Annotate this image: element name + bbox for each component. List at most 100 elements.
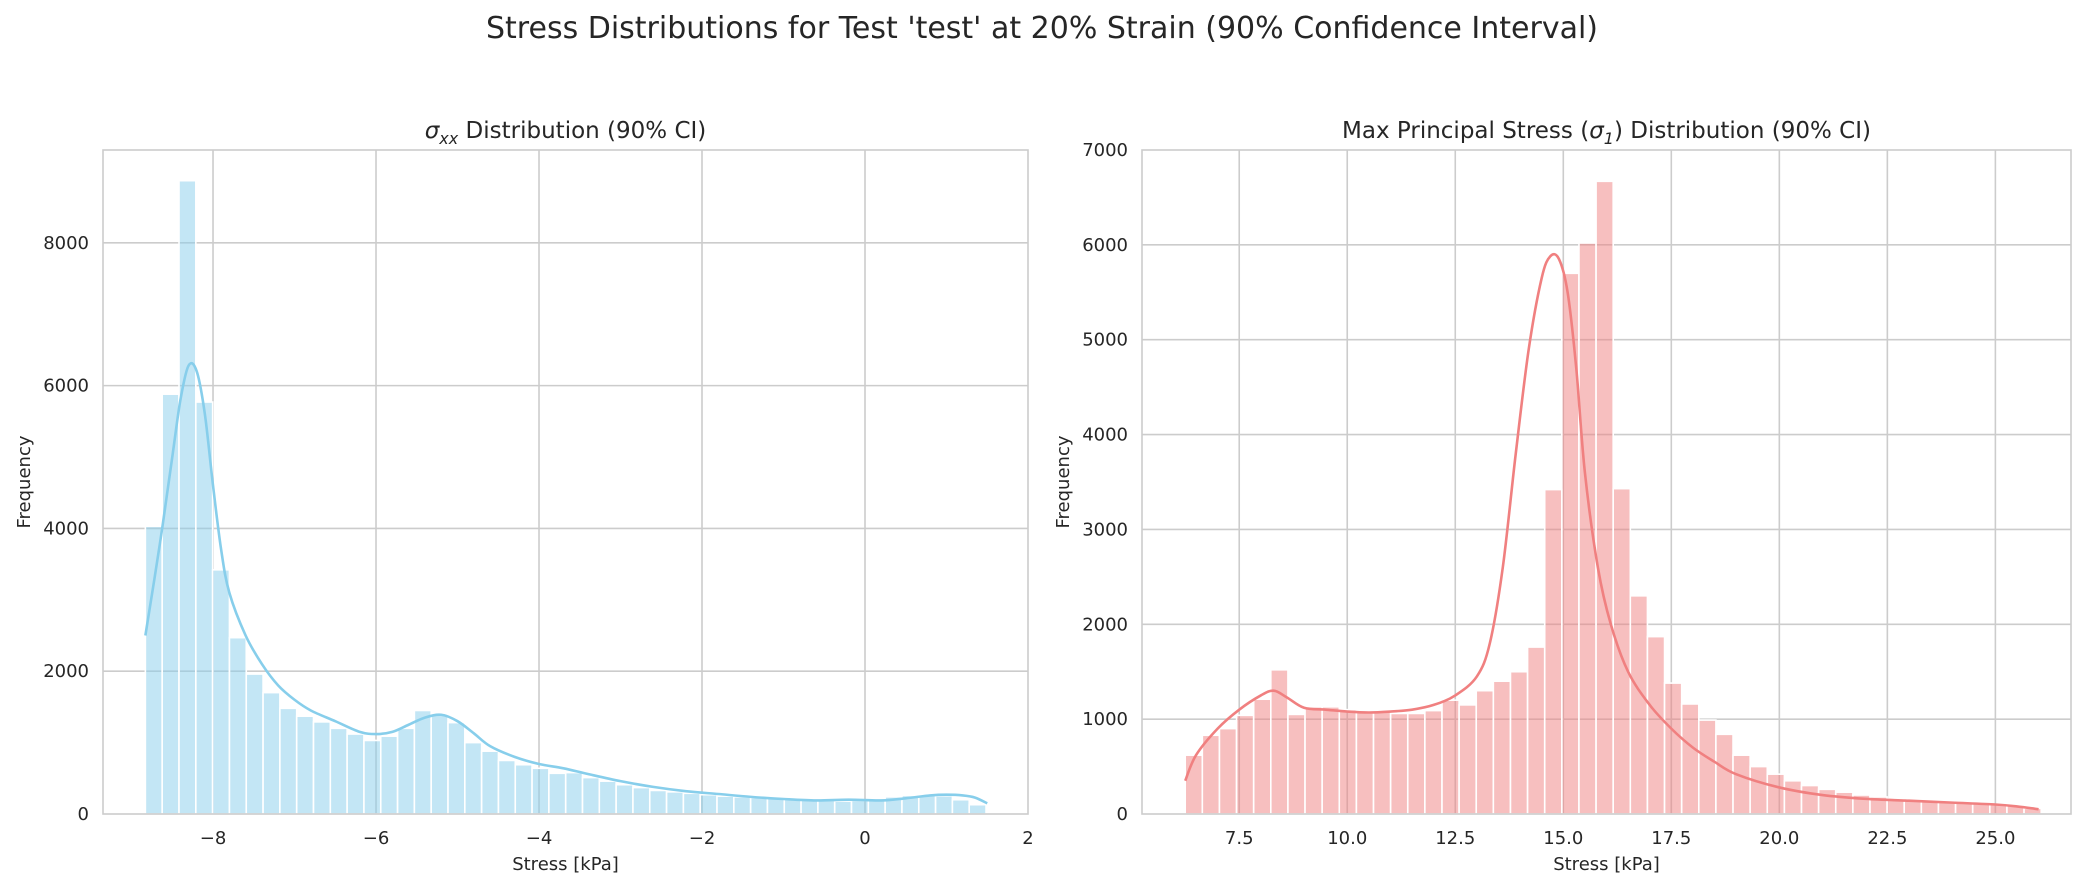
histogram-bar xyxy=(1543,488,1563,815)
histogram-bar xyxy=(1458,704,1478,815)
histogram-bar xyxy=(749,796,769,815)
x-tick-label: −6 xyxy=(363,828,390,849)
histogram-bar xyxy=(245,673,264,815)
histogram-bar xyxy=(379,735,399,815)
histogram-bar xyxy=(548,772,567,815)
histogram-bar xyxy=(1526,646,1546,815)
histogram-bar xyxy=(1492,680,1512,815)
histogram-bar xyxy=(699,793,718,815)
plot-frame xyxy=(1141,149,2072,815)
x-tick-label: 10.0 xyxy=(1327,828,1367,849)
histogram-bar xyxy=(665,791,685,815)
histogram-bar xyxy=(1201,734,1221,815)
figure-suptitle: Stress Distributions for Test 'test' at … xyxy=(486,11,1598,46)
histogram-bar xyxy=(833,800,853,815)
histogram-bar xyxy=(144,525,163,815)
histogram-bar xyxy=(1629,595,1649,815)
histogram-bar xyxy=(564,771,584,815)
histogram-bar xyxy=(1441,699,1460,815)
kde-line xyxy=(1184,252,2039,811)
histogram-bar xyxy=(1218,727,1238,815)
y-tick-label: 5000 xyxy=(1082,330,1128,351)
histogram-bar xyxy=(1406,712,1426,815)
x-tick-label: −4 xyxy=(526,828,553,849)
histogram-bar xyxy=(615,783,634,815)
panel-title-subscript: xx xyxy=(438,129,458,148)
x-tick-label: −8 xyxy=(200,828,227,849)
histogram-bar xyxy=(1663,682,1683,815)
histogram-bar xyxy=(1338,708,1358,815)
histogram-bar xyxy=(480,750,500,815)
histogram-bar xyxy=(1578,242,1597,815)
histogram-bar xyxy=(951,798,971,815)
histogram-bar xyxy=(1646,635,1666,815)
histogram-bar xyxy=(497,759,517,815)
x-tick-label: 7.5 xyxy=(1225,828,1254,849)
histogram-bar xyxy=(447,721,466,815)
histogram-bar xyxy=(766,797,786,815)
histogram-bar xyxy=(1697,719,1717,815)
histogram-bar xyxy=(178,179,197,815)
panel-title: σxx Distribution (90% CI) xyxy=(425,118,707,148)
max-principal-panel: 7.5 10.0 12.5 15.0 17.5 20.0 22.5 25.0 0 1000 2000… xyxy=(1053,118,2072,875)
x-tick-label: 17.5 xyxy=(1651,828,1691,849)
histogram-bar xyxy=(934,794,954,815)
histogram-bar xyxy=(329,727,348,815)
y-tick-label: 8000 xyxy=(43,233,89,254)
histogram-bar xyxy=(682,792,702,815)
histogram-bar xyxy=(850,799,870,815)
y-tick-label: 0 xyxy=(78,804,89,825)
panel-title-subscript: 1 xyxy=(1604,129,1614,148)
x-tick-label: 15.0 xyxy=(1543,828,1583,849)
histogram-bar xyxy=(312,721,332,815)
x-tick-label: 0 xyxy=(859,828,870,849)
histogram-bar xyxy=(632,786,651,815)
panel-title: Max Principal Stress (σ1) Distribution (… xyxy=(1342,118,1871,148)
sigma-xx-panel: −8 −6 −4 −2 0 2 0 2000 4000 6000 8000 Stress [kPa] F… xyxy=(14,118,1034,875)
x-tick-label: 12.5 xyxy=(1435,828,1475,849)
x-tick-label: 25.0 xyxy=(1975,828,2015,849)
panel-title-text: Max Principal Stress ( xyxy=(1342,118,1589,144)
histogram-bar xyxy=(531,767,550,815)
histogram-bar xyxy=(648,789,668,815)
histogram-bar xyxy=(363,739,382,815)
histogram-bar xyxy=(1475,689,1495,815)
histogram-bar xyxy=(396,727,416,815)
histogram-bar xyxy=(1321,706,1341,815)
y-tick-label: 3000 xyxy=(1082,519,1128,540)
histogram-bar xyxy=(346,733,365,815)
x-tick-label: −2 xyxy=(689,828,716,849)
histogram-bar xyxy=(279,707,298,815)
histogram-bar xyxy=(413,709,432,815)
y-tick-label: 2000 xyxy=(43,661,89,682)
kde-line xyxy=(144,361,988,805)
x-tick-label: 2 xyxy=(1022,828,1033,849)
histogram-bar xyxy=(1800,784,1820,815)
histogram-bar xyxy=(1424,709,1443,815)
histogram-bar xyxy=(1235,714,1255,815)
histogram-bar xyxy=(1732,754,1751,815)
panel-title-text: ) Distribution (90% CI) xyxy=(1614,118,1871,144)
histogram-bar xyxy=(1372,710,1392,815)
histogram-bar xyxy=(1749,765,1769,815)
histogram-bar xyxy=(817,799,836,815)
y-tick-label: 2000 xyxy=(1082,614,1128,635)
y-tick-label: 1000 xyxy=(1082,709,1128,730)
panel-title-symbol: σ xyxy=(425,118,441,144)
histogram-bar xyxy=(1561,272,1580,815)
histogram-bar xyxy=(228,636,248,815)
histogram-bar xyxy=(968,803,987,815)
histogram-bar xyxy=(430,713,449,815)
y-tick-label: 6000 xyxy=(1082,235,1128,256)
histogram-bar xyxy=(1595,180,1614,815)
histogram-bar xyxy=(262,691,281,815)
x-tick-label: 22.5 xyxy=(1867,828,1907,849)
histogram-bar xyxy=(1389,712,1409,815)
histogram-bar xyxy=(716,795,735,815)
panel-title-text: Distribution (90% CI) xyxy=(458,118,706,144)
histogram-bar xyxy=(800,798,819,815)
histogram-bar xyxy=(1817,788,1837,815)
histogram-bar xyxy=(161,393,180,815)
panel-title-symbol: σ xyxy=(1589,118,1605,144)
